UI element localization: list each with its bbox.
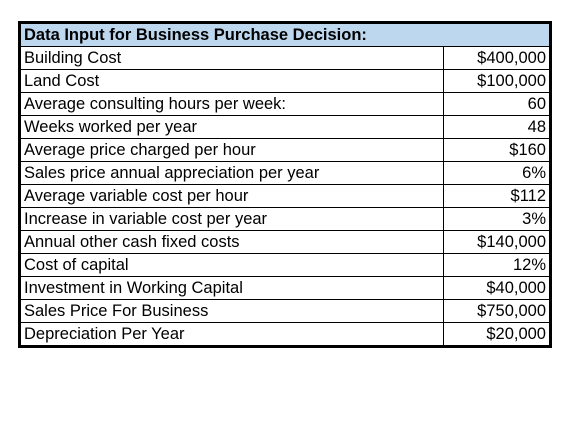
row-value-working-capital[interactable]: $40,000: [443, 276, 550, 300]
row-value-land-cost[interactable]: $100,000: [443, 69, 550, 93]
row-label-consulting-hours[interactable]: Average consulting hours per week:: [20, 92, 444, 116]
table-row: Average variable cost per hour $112: [20, 184, 550, 208]
row-value-consulting-hours[interactable]: 60: [443, 92, 550, 116]
row-label-weeks-worked[interactable]: Weeks worked per year: [20, 115, 444, 139]
row-label-variable-cost[interactable]: Average variable cost per hour: [20, 184, 444, 208]
row-value-fixed-costs[interactable]: $140,000: [443, 230, 550, 254]
data-input-table: Data Input for Business Purchase Decisio…: [18, 21, 552, 348]
table-row: Average consulting hours per week: 60: [20, 92, 550, 116]
table-row: Sales price annual appreciation per year…: [20, 161, 550, 185]
table-row: Depreciation Per Year $20,000: [20, 322, 550, 346]
row-label-working-capital[interactable]: Investment in Working Capital: [20, 276, 444, 300]
row-value-weeks-worked[interactable]: 48: [443, 115, 550, 139]
row-label-price-per-hour[interactable]: Average price charged per hour: [20, 138, 444, 162]
row-label-variable-cost-increase[interactable]: Increase in variable cost per year: [20, 207, 444, 231]
row-value-depreciation[interactable]: $20,000: [443, 322, 550, 346]
row-label-price-appreciation[interactable]: Sales price annual appreciation per year: [20, 161, 444, 185]
row-label-cost-of-capital[interactable]: Cost of capital: [20, 253, 444, 277]
row-label-depreciation[interactable]: Depreciation Per Year: [20, 322, 444, 346]
row-value-variable-cost[interactable]: $112: [443, 184, 550, 208]
table-row: Sales Price For Business $750,000: [20, 299, 550, 323]
row-label-sales-price[interactable]: Sales Price For Business: [20, 299, 444, 323]
table-row: Weeks worked per year 48: [20, 115, 550, 139]
row-value-cost-of-capital[interactable]: 12%: [443, 253, 550, 277]
row-label-land-cost[interactable]: Land Cost: [20, 69, 444, 93]
table-row: Cost of capital 12%: [20, 253, 550, 277]
input-grid: Data Input for Business Purchase Decisio…: [20, 23, 550, 346]
row-value-price-appreciation[interactable]: 6%: [443, 161, 550, 185]
table-title[interactable]: Data Input for Business Purchase Decisio…: [20, 23, 444, 47]
row-value-building-cost[interactable]: $400,000: [443, 46, 550, 70]
row-label-building-cost[interactable]: Building Cost: [20, 46, 444, 70]
table-row: Building Cost $400,000: [20, 46, 550, 70]
table-row: Investment in Working Capital $40,000: [20, 276, 550, 300]
table-row: Land Cost $100,000: [20, 69, 550, 93]
row-value-price-per-hour[interactable]: $160: [443, 138, 550, 162]
table-row: Increase in variable cost per year 3%: [20, 207, 550, 231]
table-header-row: Data Input for Business Purchase Decisio…: [20, 23, 550, 47]
row-label-fixed-costs[interactable]: Annual other cash fixed costs: [20, 230, 444, 254]
row-value-sales-price[interactable]: $750,000: [443, 299, 550, 323]
table-title-blank-cell[interactable]: [443, 23, 550, 47]
table-row: Average price charged per hour $160: [20, 138, 550, 162]
row-value-variable-cost-increase[interactable]: 3%: [443, 207, 550, 231]
table-row: Annual other cash fixed costs $140,000: [20, 230, 550, 254]
